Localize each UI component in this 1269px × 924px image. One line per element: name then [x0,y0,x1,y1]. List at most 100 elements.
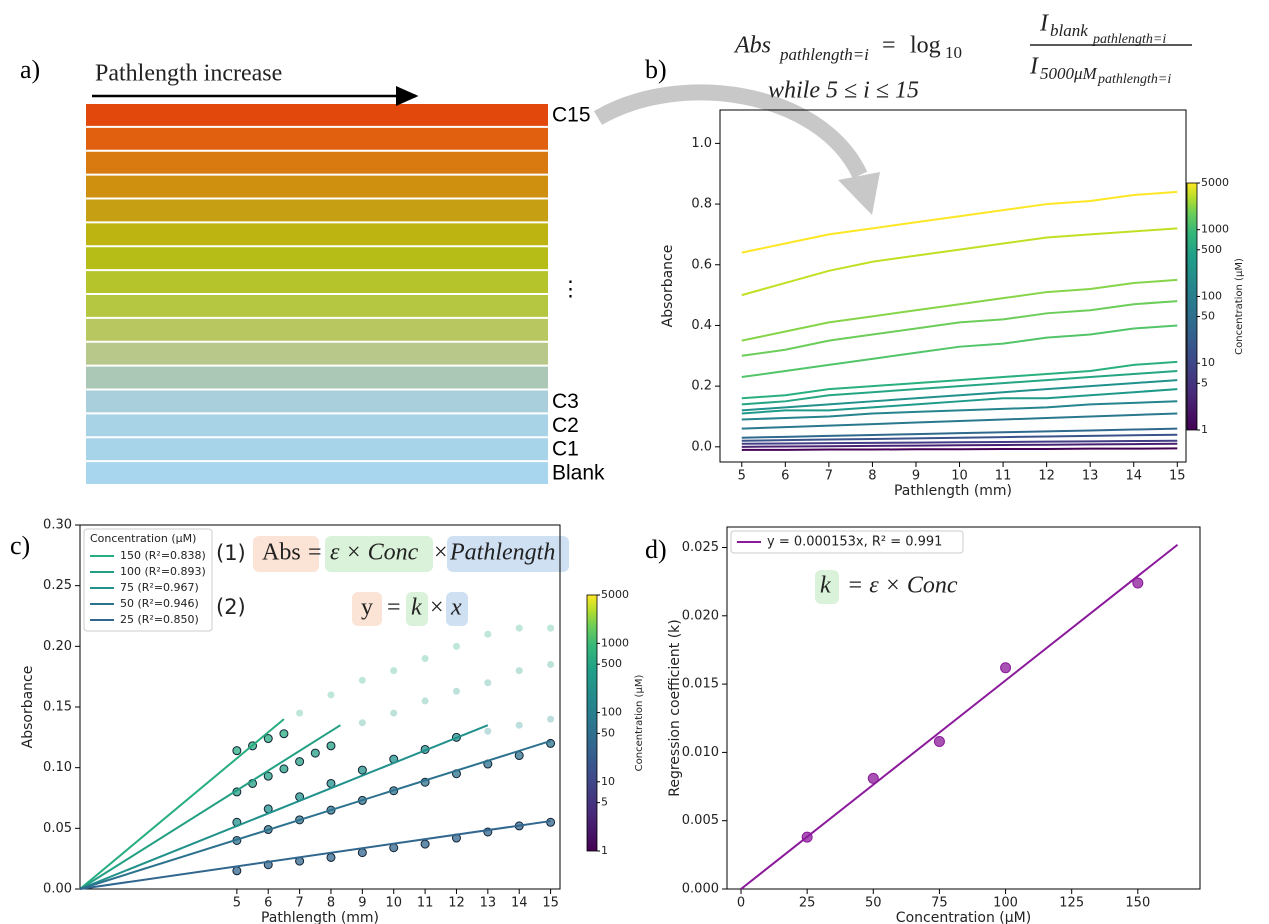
strip [86,318,548,341]
faded-point [296,709,304,717]
eq-text: k [820,573,831,599]
eq-text: log [910,33,941,59]
colorbar-tick-label: 5000 [601,588,629,601]
colorbar-tick-label: 5 [601,796,608,809]
strip-label: C15 [552,103,591,126]
point [263,771,273,781]
strip-label: Blank [552,462,605,485]
x-tick-label: 12 [448,896,465,911]
y-tick-label: 0.10 [43,760,72,775]
x-tick-label: 0 [737,896,745,911]
faded-point [452,687,460,695]
strip-label: C1 [552,438,579,461]
colorbar-tick-label: 10 [1201,356,1215,369]
x-tick-label: 9 [912,469,920,484]
y-tick-label: 0.020 [682,608,719,623]
strip [86,366,548,389]
eq-text: = [308,540,322,566]
faded-point [515,624,523,632]
y-tick-label: 0.15 [43,700,72,715]
y-axis-label: Absorbance [20,666,36,749]
fit-line [79,820,551,890]
line [741,278,1178,342]
eq-text: while 5 ≤ i ≤ 15 [768,78,919,104]
faded-point [547,661,555,669]
strip [86,104,548,126]
point [232,866,242,876]
fit-line [79,724,489,890]
y-tick-label: 0.4 [691,318,712,333]
eq-text: k [411,595,422,621]
point [326,741,336,751]
line [741,427,1178,439]
point [263,734,273,744]
legend-label: 75 (R²=0.967) [120,581,199,594]
faded-point [390,709,398,717]
faded-point [547,624,555,632]
faded-point [390,667,398,675]
x-tick-label: 8 [327,896,335,911]
point [295,757,305,767]
highlight [253,536,319,572]
equations-c: (1) Abs = ε × Conc × Pathlength (2) y = … [216,536,569,626]
arrow-label: Pathlength increase [95,61,282,87]
curved-arrow-head [838,172,880,215]
line [741,433,1178,442]
strip [86,127,548,150]
strip [86,223,548,246]
colorbar-tick-label: 1 [601,844,608,857]
x-tick-label: 150 [1125,896,1150,911]
point [1132,577,1144,589]
faded-point [547,715,555,723]
strip [86,342,548,365]
curved-arrow [593,84,868,179]
colorbar-tick-label: 500 [601,657,622,670]
strip [86,462,548,484]
faded-point [421,697,429,705]
line [741,360,1178,400]
x-axis-label: Pathlength (mm) [894,483,1012,499]
line [741,300,1178,357]
y-tick-label: 0.010 [682,745,719,760]
x-tick-label: 10 [951,469,968,484]
line [741,324,1178,379]
faded-point [484,727,492,735]
faded-point [515,667,523,675]
eq-text: × [430,595,444,621]
eq-text: ε × Conc [330,540,419,566]
line [741,388,1178,415]
panel-label: c) [10,531,30,560]
strip [86,175,548,198]
x-tick-label: 15 [542,896,559,911]
legend-label: 150 (R²=0.838) [120,549,206,562]
colorbar-tick-label: 1 [1201,423,1208,436]
x-tick-label: 6 [781,469,789,484]
eq-text: × [434,540,448,566]
eq-text: x [450,595,462,621]
strip [86,199,548,222]
eq-text: pathlength=i [779,45,869,64]
point [867,772,879,784]
point [279,764,289,774]
point [546,738,556,748]
y-tick-label: 0.000 [682,882,719,897]
strip [86,295,548,317]
x-tick-label: 75 [931,896,948,911]
colorbar-tick-label: 1000 [601,636,629,649]
x-tick-label: 9 [358,896,366,911]
eq-text: = ε × Conc [847,573,958,599]
strip [86,151,548,174]
eq-text: blank [1050,21,1088,40]
highlight [406,592,428,626]
point [357,848,367,858]
x-tick-label: 14 [511,896,528,911]
point [933,735,945,747]
x-tick-label: 10 [385,896,402,911]
legend-label: 50 (R²=0.946) [120,597,199,610]
strip [86,390,548,413]
x-axis-label: Concentration (μM) [896,910,1031,924]
x-tick-label: 11 [417,896,434,911]
colorbar-tick-label: 5000 [1201,176,1229,189]
line [741,369,1178,406]
